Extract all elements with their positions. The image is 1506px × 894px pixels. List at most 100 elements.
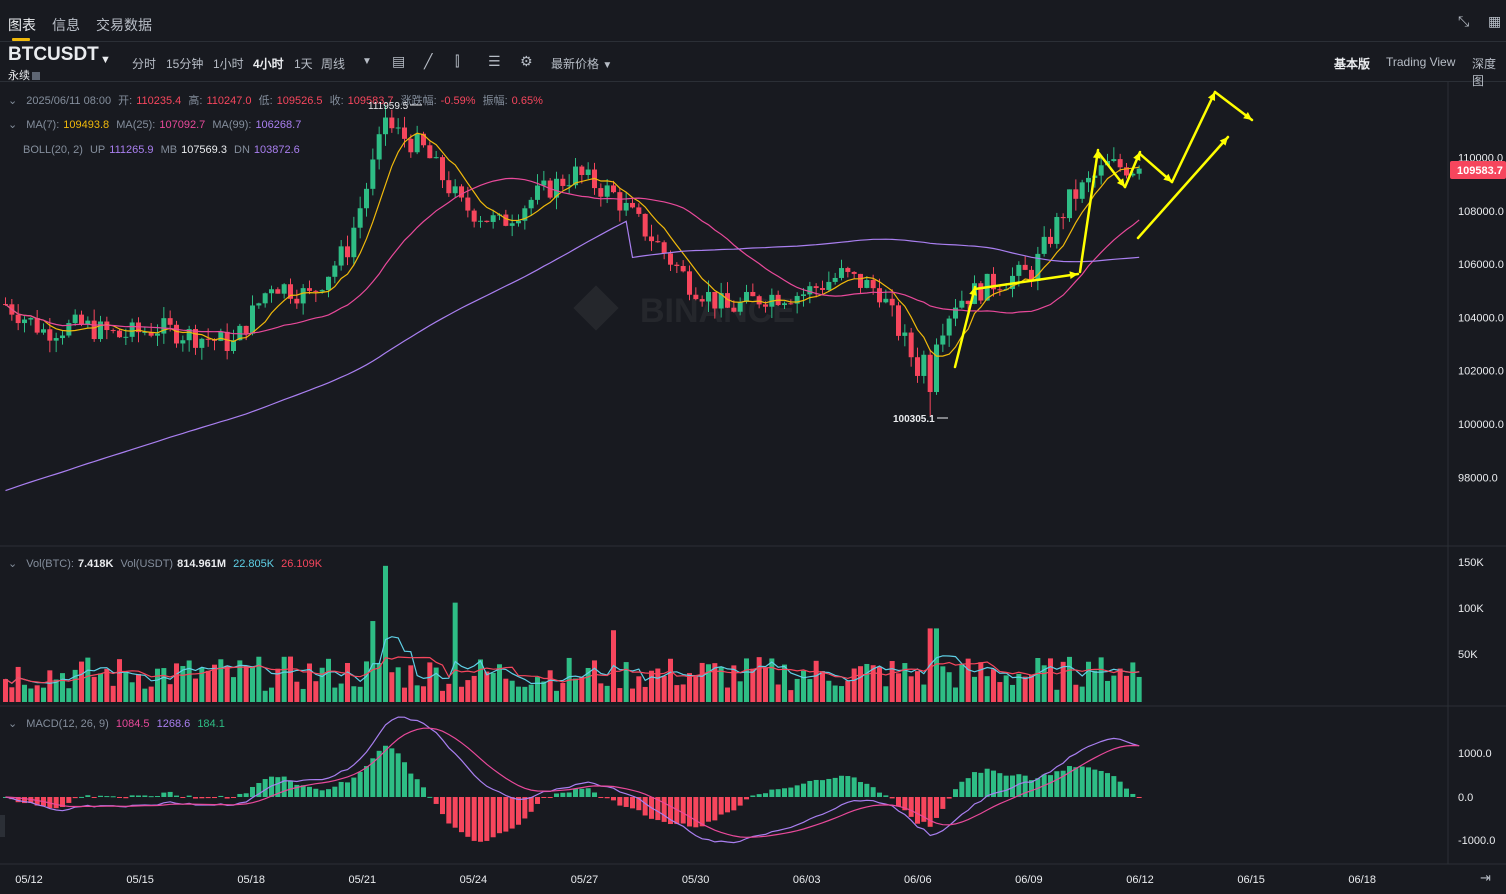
candle-body xyxy=(1130,173,1136,176)
go-to-latest-icon[interactable]: ⇥ xyxy=(1480,870,1491,885)
volume-bar xyxy=(180,666,186,702)
date-axis-label: 05/18 xyxy=(237,874,265,886)
candle-body xyxy=(79,314,84,325)
view-tradingview[interactable]: Trading View xyxy=(1386,55,1456,69)
macd-histogram-bar xyxy=(497,797,502,834)
macd-histogram-bar xyxy=(807,780,813,797)
ma7-line xyxy=(5,132,1140,357)
grid-icon[interactable]: ▦ xyxy=(1488,13,1502,29)
indicator-icon[interactable]: ╱ xyxy=(424,53,433,69)
price-type-select[interactable]: 最新价格 ▼ xyxy=(551,57,613,71)
date-axis-label: 05/24 xyxy=(460,874,488,886)
interval-15m[interactable]: 15分钟 xyxy=(166,57,204,71)
macd-axis-label: 1000.0 xyxy=(1458,748,1492,760)
interval-more-icon[interactable]: ▼ xyxy=(362,56,372,67)
ma-collapse-icon[interactable]: ⌄ xyxy=(8,119,18,131)
price-axis-label: 100000.0 xyxy=(1458,419,1504,431)
candle-body xyxy=(788,303,794,305)
macd-histogram-bar xyxy=(1130,793,1136,797)
macd-histogram-bar xyxy=(737,797,743,806)
tab-info[interactable]: 信息 xyxy=(52,17,80,33)
calendar-icon[interactable]: ▤ xyxy=(392,53,406,69)
macd-histogram-bar xyxy=(186,795,192,797)
volume-bar xyxy=(801,670,806,702)
macd-histogram-bar xyxy=(896,797,901,807)
candle-body xyxy=(794,295,800,304)
volume-bar xyxy=(357,686,363,702)
layout-icon[interactable]: ☰ xyxy=(488,53,501,69)
candle-body xyxy=(237,325,243,341)
annotation-arrow-target-up-head xyxy=(1207,92,1216,101)
settings-icon[interactable]: ⚙ xyxy=(520,53,533,69)
volume-bar xyxy=(522,686,528,702)
volume-bar xyxy=(541,681,547,702)
legend-collapse-icon[interactable]: ⌄ xyxy=(8,95,18,107)
volume-bar xyxy=(332,687,338,702)
view-depth[interactable]: 深度图 xyxy=(1472,57,1497,88)
candle-body xyxy=(611,185,616,193)
candle-body xyxy=(402,127,407,139)
symbol-dropdown-icon[interactable]: ▼ xyxy=(100,54,111,66)
macd-histogram-bar xyxy=(1086,767,1091,797)
candle-body xyxy=(1035,253,1041,281)
macd-histogram-bar xyxy=(984,768,990,797)
candle-body xyxy=(750,291,756,297)
volume-bar xyxy=(446,683,452,702)
tab-chart[interactable]: 图表 xyxy=(8,17,36,33)
interval-4h[interactable]: 4小时 xyxy=(253,57,284,71)
low-price-marker: 100305.1 xyxy=(893,414,948,425)
macd-histogram-bar xyxy=(642,797,648,816)
price-axis-label: 108000.0 xyxy=(1458,206,1504,218)
macd-histogram-bar xyxy=(167,791,173,797)
candle-body xyxy=(446,180,452,194)
macd-histogram-bar xyxy=(256,783,262,797)
macd-histogram-bar xyxy=(820,780,825,797)
volume-bar xyxy=(813,660,819,702)
collapse-icon[interactable]: ⤡ xyxy=(1458,13,1470,29)
symbol-name[interactable]: BTCUSDT xyxy=(8,44,99,65)
macd-histogram-bar xyxy=(357,771,363,797)
volume-ma-slow-line xyxy=(5,656,1140,684)
candle-body xyxy=(117,330,122,338)
ma99-line xyxy=(5,220,1140,492)
volume-bar xyxy=(699,662,705,702)
volume-bar xyxy=(617,688,623,702)
candle-body xyxy=(440,157,445,181)
volume-bar xyxy=(465,680,471,702)
candle-body xyxy=(1041,236,1047,254)
candle-body xyxy=(345,246,350,258)
interval-1h[interactable]: 1小时 xyxy=(213,57,244,71)
candle-body xyxy=(617,192,623,211)
volume-bar xyxy=(579,676,585,702)
volume-bar xyxy=(503,678,509,702)
interval-1d[interactable]: 1天 xyxy=(294,57,313,71)
volume-bar xyxy=(370,621,376,702)
volume-bar xyxy=(516,686,521,702)
tab-trading-data[interactable]: 交易数据 xyxy=(96,17,152,33)
volume-bar xyxy=(598,683,604,702)
volume-collapse-icon[interactable]: ⌄ xyxy=(8,558,18,570)
volume-bar xyxy=(642,686,648,702)
candle-body xyxy=(383,117,388,135)
macd-histogram-bar xyxy=(300,785,306,797)
left-scroll-handle[interactable] xyxy=(0,815,5,837)
candle-body xyxy=(326,276,331,291)
interval-timeline[interactable]: 分时 xyxy=(132,57,157,71)
volume-bar xyxy=(940,666,946,702)
volume-bar xyxy=(129,682,135,702)
volume-bar xyxy=(1041,665,1047,702)
view-basic[interactable]: 基本版 xyxy=(1334,57,1371,71)
price-chart[interactable]: BINANCE 110000.0108000.0106000.0104000.0… xyxy=(0,82,1506,894)
candle-body xyxy=(959,300,965,308)
interval-1w[interactable]: 周线 xyxy=(321,57,346,71)
candle-body xyxy=(148,331,154,336)
macd-histogram-bar xyxy=(940,797,946,809)
volume-bar xyxy=(47,670,53,702)
macd-histogram-bar xyxy=(839,775,844,797)
macd-histogram-bar xyxy=(585,788,591,797)
macd-histogram-bar xyxy=(946,797,952,799)
annotation-arrow-breakout-head xyxy=(1092,150,1101,159)
candle-type-icon[interactable]: ⫿ xyxy=(455,53,460,69)
macd-histogram-bar xyxy=(427,796,433,798)
macd-collapse-icon[interactable]: ⌄ xyxy=(8,718,18,730)
